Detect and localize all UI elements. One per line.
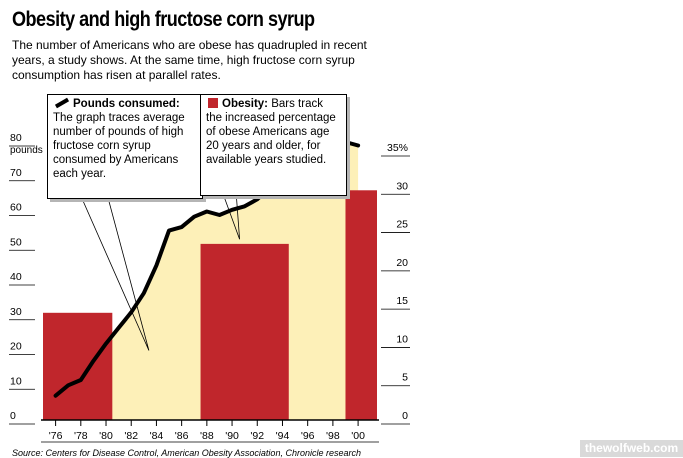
obesity-bar-0 bbox=[43, 312, 113, 420]
y-right-tick-label: 30 bbox=[396, 180, 408, 192]
obesity-bar-2 bbox=[345, 190, 377, 420]
line-legend-icon bbox=[54, 97, 70, 109]
callout-pounds-label: Pounds consumed: bbox=[73, 98, 180, 110]
watermark: thewolfweb.com bbox=[580, 440, 683, 457]
callout-pounds-text: The graph traces average number of pound… bbox=[53, 112, 185, 180]
callout-pointers bbox=[79, 190, 240, 351]
x-tick-label: '98 bbox=[326, 430, 340, 442]
x-tick-label: '00 bbox=[351, 430, 365, 442]
y-left-tick-label: 40 bbox=[10, 271, 22, 283]
obesity-bars bbox=[43, 190, 377, 420]
callout-obesity: Obesity: Bars track the increased percen… bbox=[200, 94, 347, 196]
callout-pounds: Pounds consumed: The graph traces averag… bbox=[47, 94, 203, 199]
y-right-tick-label: 10 bbox=[396, 333, 408, 345]
y-left-tick-label: 80 bbox=[10, 132, 22, 144]
x-tick-label: '92 bbox=[250, 430, 264, 442]
x-tick-label: '78 bbox=[74, 430, 88, 442]
x-tick-label: '90 bbox=[225, 430, 239, 442]
y-left-tick-label: 30 bbox=[10, 306, 22, 318]
x-tick-label: '86 bbox=[175, 430, 189, 442]
obesity-bar-1 bbox=[200, 243, 289, 420]
callout-obesity-pointer bbox=[221, 190, 240, 240]
y-right-tick-label: 0 bbox=[402, 410, 408, 422]
callout-obesity-label: Obesity: bbox=[222, 98, 269, 110]
bar-legend-icon bbox=[208, 98, 218, 108]
y-left-unit-label: pounds bbox=[10, 145, 43, 156]
x-tick-label: '80 bbox=[99, 430, 113, 442]
x-tick-label: '76 bbox=[49, 430, 63, 442]
chart-subtitle: The number of Americans who are obese ha… bbox=[12, 38, 367, 82]
y-right-tick-label: 35% bbox=[387, 142, 408, 154]
y-right-tick-label: 5 bbox=[402, 372, 408, 384]
y-left-tick-label: 10 bbox=[10, 375, 22, 387]
callout-obesity-text: Bars track the increased percentage of o… bbox=[206, 98, 336, 166]
y-left-tick-label: 20 bbox=[10, 341, 22, 353]
y-left-tick-label: 70 bbox=[10, 167, 22, 179]
x-tick-label: '82 bbox=[124, 430, 138, 442]
y-right-tick-label: 15 bbox=[396, 295, 408, 307]
x-tick-label: '96 bbox=[301, 430, 315, 442]
y-left-tick-label: 50 bbox=[10, 236, 22, 248]
chart-title: Obesity and high fructose corn syrup bbox=[12, 8, 315, 31]
x-tick-label: '88 bbox=[200, 430, 214, 442]
source-note: Source: Centers for Disease Control, Ame… bbox=[12, 448, 361, 458]
callout-pounds-pointer bbox=[79, 193, 150, 351]
y-right-tick-label: 25 bbox=[396, 219, 408, 231]
y-right-tick-label: 20 bbox=[396, 257, 408, 269]
y-left-tick-label: 0 bbox=[10, 410, 16, 422]
x-tick-label: '94 bbox=[276, 430, 290, 442]
y-left-tick-label: 60 bbox=[10, 202, 22, 214]
x-tick-label: '84 bbox=[150, 430, 164, 442]
